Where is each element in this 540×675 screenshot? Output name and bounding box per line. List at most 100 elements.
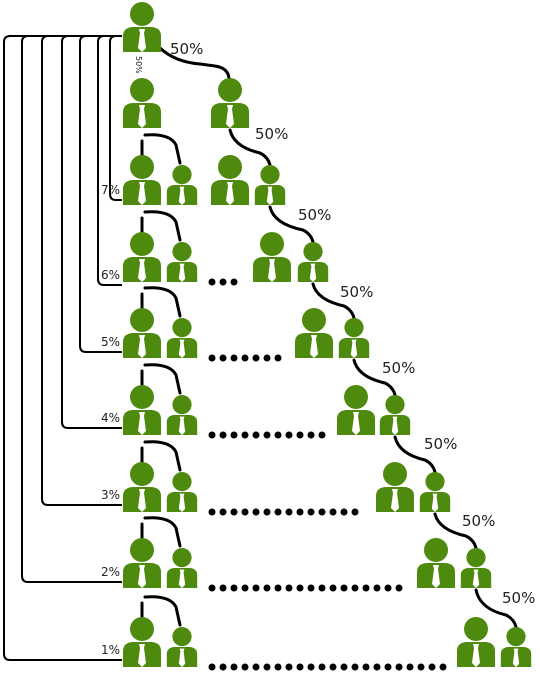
level-label: 6% <box>101 268 120 282</box>
tie <box>138 412 146 435</box>
ellipsis-dot <box>274 354 282 362</box>
head <box>130 2 154 26</box>
connector <box>352 358 397 397</box>
tie <box>178 648 186 667</box>
ellipsis-dot <box>208 278 216 286</box>
person-icon <box>500 627 532 667</box>
ellipsis-dot <box>428 663 436 671</box>
tie <box>178 263 186 282</box>
ellipsis-dot <box>230 663 238 671</box>
head <box>303 242 323 262</box>
ellipsis-dot <box>263 354 271 362</box>
person-icon <box>379 395 411 435</box>
person-icon <box>166 395 198 435</box>
tie <box>178 339 186 358</box>
person-icon <box>295 308 333 358</box>
ellipsis-dot <box>241 354 249 362</box>
head <box>172 242 192 262</box>
ellipsis-dot <box>285 431 293 439</box>
ellipsis-dot <box>219 354 227 362</box>
ellipsis-dot <box>318 431 326 439</box>
head <box>425 472 445 492</box>
ellipsis-dot <box>208 508 216 516</box>
ellipsis-dot <box>219 584 227 592</box>
ellipsis-dot <box>307 663 315 671</box>
person-icon <box>166 472 198 512</box>
connector <box>311 282 356 320</box>
head <box>172 165 192 185</box>
bracket-line <box>3 35 122 661</box>
ellipsis-dot <box>384 663 392 671</box>
ellipsis-dot <box>274 584 282 592</box>
person-icon <box>123 155 161 205</box>
connector <box>268 205 315 244</box>
connector <box>143 133 182 165</box>
ellipsis-dot <box>263 431 271 439</box>
ellipsis-dot <box>439 663 447 671</box>
tie <box>391 416 399 435</box>
head <box>130 308 154 332</box>
head <box>344 385 368 409</box>
ellipsis-dot <box>307 584 315 592</box>
level-label: 7% <box>101 183 120 197</box>
level-label: 5% <box>101 335 120 349</box>
person-icon <box>211 78 249 128</box>
tie <box>138 489 146 512</box>
tie <box>138 644 146 667</box>
ellipsis-dot <box>219 431 227 439</box>
person-icon <box>123 308 161 358</box>
branch-label: 50% <box>255 125 288 143</box>
ellipsis-dot <box>230 431 238 439</box>
ellipsis-dot <box>208 431 216 439</box>
ellipsis-dot <box>373 584 381 592</box>
ellipsis-dot <box>351 508 359 516</box>
person-icon <box>123 538 161 588</box>
person-icon <box>254 165 286 205</box>
ellipsis-dot <box>252 663 260 671</box>
person-icon <box>123 78 161 128</box>
head <box>172 395 192 415</box>
tie <box>178 493 186 512</box>
ellipsis-dot <box>230 278 238 286</box>
ellipsis-dot <box>318 584 326 592</box>
branch-label: 50% <box>298 206 331 224</box>
branch-label: 50% <box>340 283 373 301</box>
ellipsis-dot <box>208 584 216 592</box>
head <box>385 395 405 415</box>
head <box>302 308 326 332</box>
head <box>506 627 526 647</box>
tie <box>309 263 317 282</box>
ellipsis-dot <box>252 354 260 362</box>
person-icon <box>211 155 249 205</box>
ellipsis-dot <box>263 508 271 516</box>
tie <box>138 182 146 205</box>
ellipsis-dot <box>351 584 359 592</box>
tie <box>266 186 274 205</box>
head <box>260 165 280 185</box>
ellipsis-dot <box>329 663 337 671</box>
person-icon <box>123 385 161 435</box>
connector <box>143 363 182 395</box>
tie <box>472 644 480 667</box>
ellipsis-dot <box>219 278 227 286</box>
tie <box>350 339 358 358</box>
connector <box>143 595 182 627</box>
ellipsis-dot <box>384 584 392 592</box>
ellipsis-dot <box>340 584 348 592</box>
ellipsis-dot <box>362 584 370 592</box>
side-label: 50% <box>134 56 143 74</box>
head <box>172 472 192 492</box>
ellipsis-dot <box>318 508 326 516</box>
person-icon <box>460 548 492 588</box>
ellipsis-dot <box>241 431 249 439</box>
ellipsis-dot <box>263 584 271 592</box>
head <box>218 78 242 102</box>
person-icon <box>417 538 455 588</box>
person-icon <box>123 462 161 512</box>
ellipsis-dot <box>406 663 414 671</box>
ellipsis-dot <box>230 584 238 592</box>
person-icon <box>166 627 198 667</box>
tie <box>512 648 520 667</box>
ellipsis-dot <box>307 431 315 439</box>
